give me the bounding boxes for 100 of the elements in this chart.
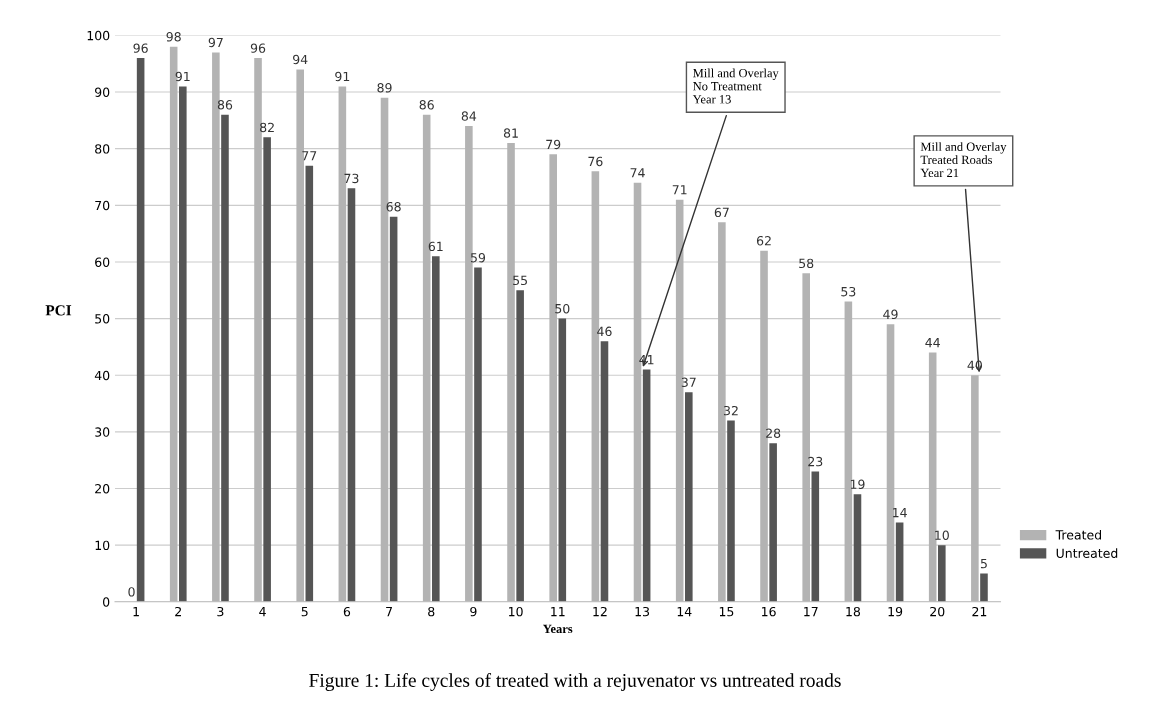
data-label: 32: [723, 405, 738, 416]
data-label: 68: [386, 201, 401, 212]
bar: [347, 188, 356, 602]
bar: [305, 165, 314, 602]
bar: [642, 369, 651, 602]
bar: [263, 137, 271, 602]
y-tick-label: 100: [87, 30, 110, 41]
data-label: 96: [250, 43, 266, 53]
x-tick-label: 3: [217, 606, 224, 617]
annotation: Mill and Overlay Treated Roads Year 21: [920, 142, 1007, 178]
data-label: 50: [555, 303, 570, 314]
data-label: 37: [681, 377, 696, 388]
x-tick-label: 13: [635, 606, 650, 617]
y-tick-label: 40: [94, 370, 110, 381]
bar: [853, 494, 862, 602]
data-label: 81: [503, 128, 518, 138]
y-tick-label: 10: [95, 540, 110, 551]
y-tick-label: 0: [103, 597, 110, 607]
y-axis-title: PCI: [45, 305, 72, 316]
data-label: 19: [850, 479, 865, 489]
x-axis-title: Years: [543, 624, 573, 634]
data-label: 67: [714, 207, 729, 218]
data-label: 62: [756, 235, 771, 246]
data-label: 74: [630, 168, 645, 178]
bar: [474, 267, 482, 602]
data-label: 58: [799, 258, 814, 269]
data-label: 71: [672, 185, 687, 195]
y-tick-label: 70: [95, 200, 110, 211]
bar: [769, 443, 777, 602]
data-label: 91: [175, 71, 190, 82]
data-label: 44: [925, 338, 940, 348]
x-tick-label: 4: [259, 607, 266, 617]
x-tick-label: 2: [175, 606, 181, 617]
x-tick-label: 15: [719, 607, 734, 617]
bar: [221, 114, 229, 602]
data-label: 28: [766, 428, 781, 439]
data-label: 96: [133, 43, 148, 53]
y-tick-label: 90: [95, 87, 110, 97]
y-tick-label: 60: [95, 257, 110, 267]
data-label: 61: [428, 241, 443, 252]
data-label: 94: [293, 54, 308, 65]
data-label: 23: [808, 456, 823, 467]
x-tick-label: 6: [343, 606, 351, 617]
data-label: 91: [335, 71, 350, 82]
data-label: 55: [513, 275, 527, 286]
bar: [980, 573, 988, 602]
bar: [938, 545, 946, 602]
x-tick-label: 16: [762, 606, 776, 617]
data-label: 49: [883, 309, 898, 320]
x-tick-label: 9: [470, 606, 477, 617]
y-tick-label: 80: [95, 144, 110, 154]
y-tick-label: 30: [95, 427, 110, 437]
x-tick-label: 1: [133, 607, 139, 617]
data-label: 79: [546, 139, 561, 150]
x-tick-label: 21: [972, 606, 987, 617]
data-label: 86: [217, 100, 233, 110]
data-label: 10: [935, 530, 949, 540]
data-label: 53: [841, 286, 856, 297]
data-label: 0: [128, 587, 135, 597]
x-tick-label: 17: [804, 607, 818, 617]
x-tick-label: 19: [888, 606, 903, 617]
bar: [727, 420, 735, 602]
x-tick-label: 8: [428, 606, 435, 617]
data-label: 59: [470, 252, 486, 263]
x-tick-label: 14: [677, 607, 692, 617]
caption: Figure 1: Life cycles of treated with a rejuvenator vs untreated roads: [309, 673, 841, 691]
data-label: 73: [344, 173, 359, 184]
data-label: 97: [208, 37, 223, 48]
bar: [685, 392, 693, 602]
data-label: 5: [980, 558, 987, 569]
x-tick-label: 10: [509, 606, 523, 617]
bar: [179, 86, 187, 602]
y-tick-label: 20: [95, 483, 110, 494]
data-label: 14: [893, 508, 907, 518]
bar: [811, 471, 820, 602]
bar: [558, 318, 567, 602]
data-label: 82: [260, 122, 274, 133]
legend-label: Untreated: [1056, 548, 1118, 558]
annotation: Mill and Overlay No Treatment Year 13: [692, 68, 779, 104]
bar: [600, 341, 609, 602]
x-tick-label: 5: [301, 607, 308, 617]
x-tick-label: 12: [593, 606, 607, 617]
data-label: 86: [419, 100, 434, 110]
bar: [389, 216, 398, 602]
data-label: 84: [461, 111, 477, 121]
legend-label: Treated: [1055, 529, 1101, 540]
bar: [895, 522, 904, 602]
data-label: 77: [302, 151, 317, 161]
data-label: 89: [377, 83, 392, 93]
bar: [432, 256, 440, 602]
data-label: 76: [588, 156, 603, 167]
bar: [136, 58, 145, 602]
x-tick-label: 7: [386, 607, 392, 617]
x-tick-label: 20: [930, 606, 945, 617]
x-tick-label: 11: [551, 607, 565, 617]
y-tick-label: 50: [95, 314, 110, 324]
data-label: 46: [597, 326, 612, 337]
bar: [516, 290, 524, 602]
data-label: 98: [166, 32, 181, 42]
x-tick-label: 18: [846, 606, 861, 617]
